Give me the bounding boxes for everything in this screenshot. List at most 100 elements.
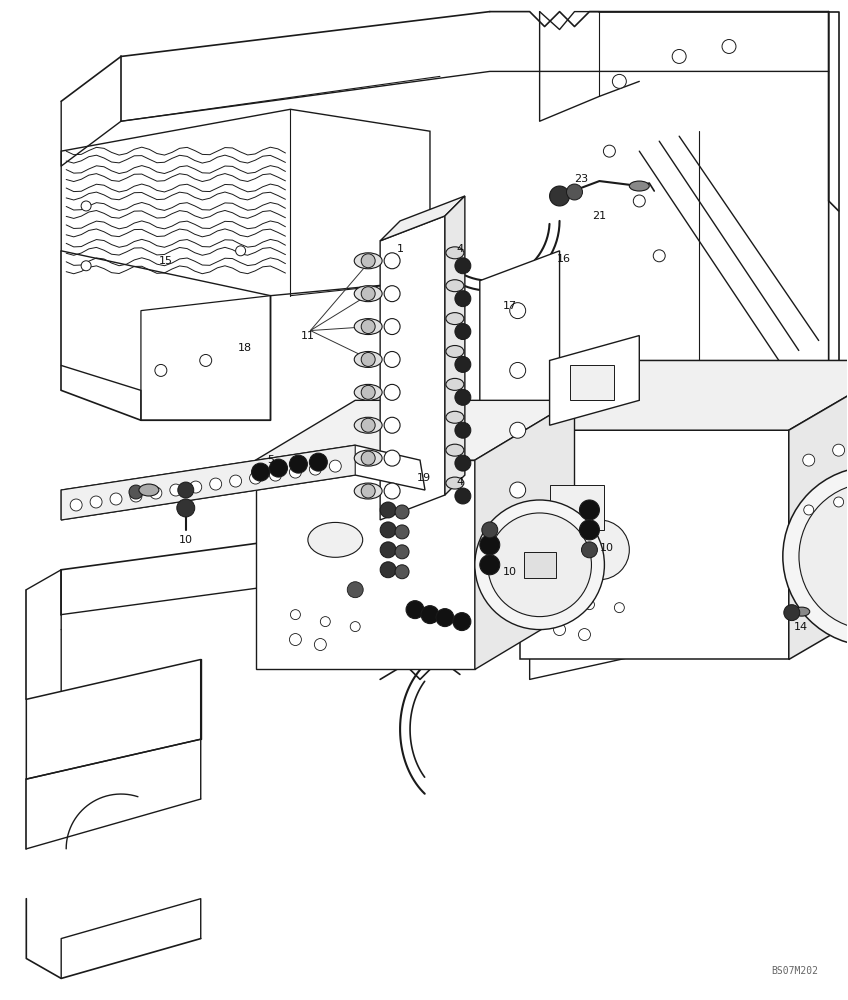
Circle shape — [510, 362, 526, 378]
Ellipse shape — [446, 411, 464, 423]
Circle shape — [380, 542, 396, 558]
Text: 1: 1 — [397, 244, 404, 254]
Circle shape — [395, 505, 409, 519]
Polygon shape — [789, 360, 848, 659]
Circle shape — [384, 384, 400, 400]
Ellipse shape — [446, 378, 464, 390]
Circle shape — [555, 595, 565, 605]
Ellipse shape — [354, 319, 382, 335]
Bar — [550, 485, 605, 530]
Ellipse shape — [446, 477, 464, 489]
Circle shape — [270, 469, 282, 481]
Circle shape — [252, 463, 270, 481]
Circle shape — [321, 617, 331, 627]
Circle shape — [384, 417, 400, 433]
Ellipse shape — [629, 181, 650, 191]
Circle shape — [488, 513, 591, 617]
Polygon shape — [380, 216, 445, 520]
Circle shape — [361, 254, 375, 268]
Circle shape — [421, 606, 439, 624]
Text: 18: 18 — [237, 343, 252, 353]
Circle shape — [395, 545, 409, 559]
Bar — [570, 365, 614, 400]
Polygon shape — [380, 196, 465, 241]
Ellipse shape — [354, 483, 382, 499]
Circle shape — [200, 354, 212, 366]
Circle shape — [455, 258, 471, 274]
Circle shape — [209, 478, 221, 490]
Circle shape — [110, 493, 122, 505]
Polygon shape — [255, 400, 574, 460]
Circle shape — [290, 610, 300, 620]
Circle shape — [566, 184, 583, 200]
Text: 17: 17 — [503, 301, 516, 311]
Ellipse shape — [354, 253, 382, 269]
Circle shape — [570, 520, 629, 580]
Text: 21: 21 — [593, 211, 606, 221]
Text: 10: 10 — [179, 535, 192, 545]
Circle shape — [480, 555, 499, 575]
Text: 4: 4 — [456, 244, 464, 254]
Circle shape — [70, 499, 82, 511]
Circle shape — [190, 481, 202, 493]
Circle shape — [384, 286, 400, 302]
Text: 14: 14 — [794, 622, 808, 632]
Circle shape — [395, 565, 409, 579]
Circle shape — [315, 639, 326, 651]
Circle shape — [380, 522, 396, 538]
Polygon shape — [445, 196, 465, 495]
Ellipse shape — [139, 484, 159, 496]
Text: 23: 23 — [574, 174, 589, 184]
Circle shape — [380, 562, 396, 578]
Circle shape — [554, 624, 566, 636]
Text: 5: 5 — [429, 615, 437, 625]
Circle shape — [361, 385, 375, 399]
Polygon shape — [26, 659, 201, 779]
Circle shape — [455, 291, 471, 307]
Circle shape — [90, 496, 102, 508]
Circle shape — [584, 600, 594, 610]
Text: 10: 10 — [600, 543, 613, 553]
Circle shape — [480, 535, 499, 555]
Circle shape — [453, 613, 471, 631]
Circle shape — [604, 145, 616, 157]
Circle shape — [455, 324, 471, 340]
Text: 19: 19 — [417, 473, 431, 483]
Polygon shape — [61, 109, 430, 296]
Circle shape — [150, 487, 162, 499]
Circle shape — [361, 287, 375, 301]
Ellipse shape — [446, 280, 464, 292]
Ellipse shape — [446, 346, 464, 357]
Circle shape — [361, 320, 375, 334]
Circle shape — [81, 201, 91, 211]
Bar — [524, 552, 555, 578]
Circle shape — [455, 455, 471, 471]
Circle shape — [177, 499, 195, 517]
Polygon shape — [520, 360, 848, 430]
Circle shape — [614, 603, 624, 613]
Circle shape — [384, 319, 400, 335]
Circle shape — [310, 453, 327, 471]
Circle shape — [475, 500, 605, 630]
Polygon shape — [255, 460, 475, 669]
Circle shape — [455, 389, 471, 405]
Polygon shape — [475, 400, 574, 669]
Circle shape — [833, 444, 845, 456]
Circle shape — [289, 466, 301, 478]
Circle shape — [653, 250, 665, 262]
Circle shape — [361, 484, 375, 498]
Circle shape — [722, 40, 736, 53]
Circle shape — [579, 520, 600, 540]
Circle shape — [380, 502, 396, 518]
Ellipse shape — [354, 286, 382, 302]
Circle shape — [612, 74, 627, 88]
Circle shape — [834, 497, 844, 507]
Polygon shape — [520, 430, 789, 659]
Circle shape — [130, 490, 142, 502]
Text: 15: 15 — [159, 256, 173, 266]
Circle shape — [155, 364, 167, 376]
Circle shape — [310, 463, 321, 475]
Ellipse shape — [308, 522, 363, 557]
Circle shape — [455, 356, 471, 372]
Circle shape — [510, 422, 526, 438]
